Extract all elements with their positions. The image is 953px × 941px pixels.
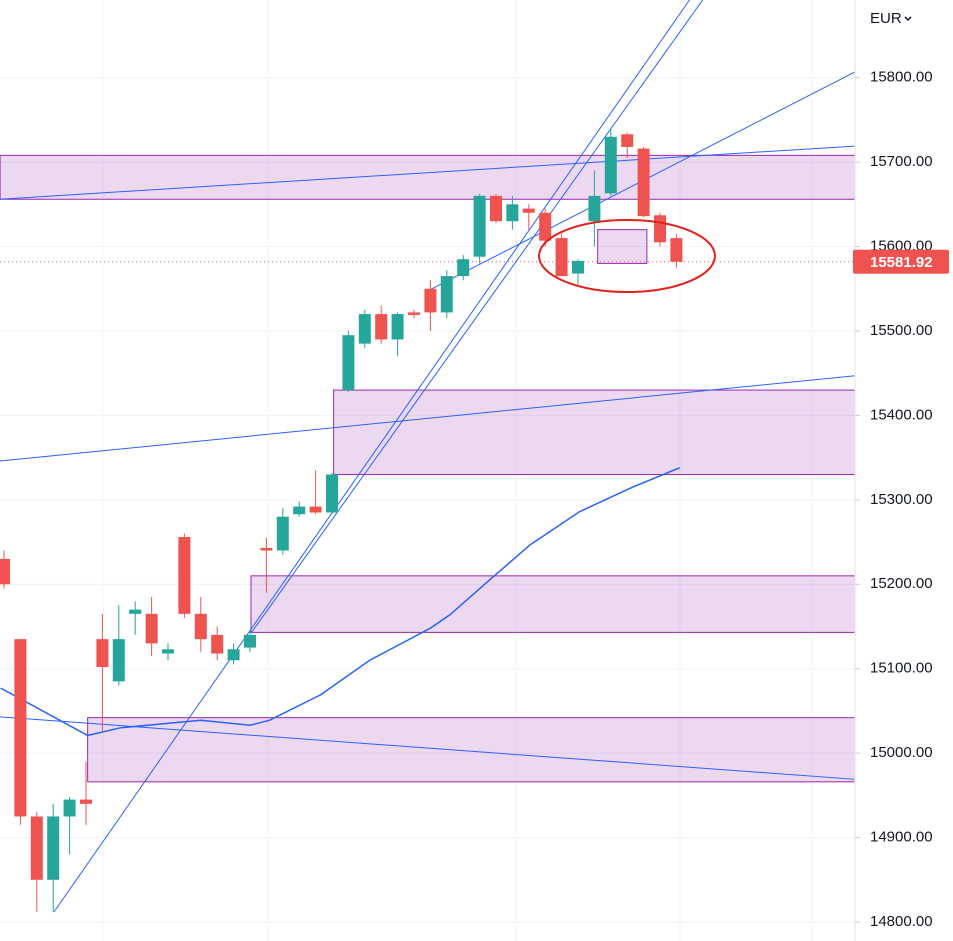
- candle-body: [326, 474, 338, 513]
- candle-body: [358, 314, 371, 344]
- currency-chevron[interactable]: [904, 16, 912, 22]
- zones: [0, 154, 856, 783]
- price-axis: 14800.00 14900.00 15000.00 15100.00 15200.00…: [853, 69, 949, 930]
- y-tick-label: 14800.00: [870, 913, 933, 930]
- candle-body: [227, 649, 240, 661]
- candle-body: [14, 639, 27, 817]
- candle-body: [145, 613, 158, 644]
- trend-line: [0, 145, 856, 200]
- moving-average: [0, 467, 680, 737]
- candle-body: [555, 238, 568, 277]
- candle-body: [260, 547, 273, 551]
- zone: [597, 229, 648, 264]
- candle-body: [539, 212, 552, 241]
- candle-body: [522, 208, 535, 213]
- zone: [87, 717, 856, 783]
- candle-body: [0, 558, 10, 585]
- candle-body: [342, 335, 355, 391]
- candle-body: [112, 639, 125, 682]
- candle-body: [621, 134, 634, 147]
- zone: [250, 575, 856, 633]
- candle-body: [162, 649, 174, 654]
- candle-body: [506, 204, 519, 222]
- y-tick-label: 15400.00: [870, 406, 933, 423]
- candle-body: [80, 799, 92, 804]
- grid: [0, 77, 855, 923]
- last-price-label: 15581.92: [870, 254, 933, 271]
- trend-line: [250, 0, 704, 634]
- y-tick-label: 15500.00: [870, 322, 933, 339]
- last-price-tag: [853, 249, 949, 274]
- candle-body: [440, 276, 453, 313]
- y-tick-label: 14900.00: [870, 829, 933, 846]
- candle-body: [293, 506, 306, 515]
- candle-body: [473, 195, 486, 257]
- y-tick-label: 15300.00: [870, 491, 933, 508]
- candle-body: [30, 816, 43, 880]
- highlight-ellipse: [538, 219, 716, 293]
- candle-body: [211, 634, 224, 654]
- candle-body: [654, 215, 666, 243]
- zone: [0, 154, 856, 200]
- candle-body: [637, 148, 650, 217]
- candle-body: [457, 259, 470, 277]
- drawings: [0, 0, 856, 913]
- candle-body: [391, 314, 404, 340]
- candles: [0, 128, 683, 912]
- trend-line: [53, 0, 690, 913]
- candle-body: [47, 816, 60, 880]
- candle-body: [129, 609, 142, 614]
- candle-body: [309, 506, 322, 513]
- candle-body: [276, 516, 289, 551]
- candle-body: [96, 639, 109, 668]
- candle-body: [178, 536, 191, 614]
- currency-label[interactable]: EUR: [870, 10, 902, 27]
- candle-body: [424, 288, 437, 313]
- y-tick-label: 15000.00: [870, 744, 933, 761]
- candle-body: [604, 136, 617, 194]
- y-tick-label: 15800.00: [870, 69, 933, 86]
- candle-body: [490, 195, 502, 222]
- y-tick-label: 15100.00: [870, 660, 933, 677]
- trend-line: [0, 716, 856, 780]
- candle-body: [63, 799, 76, 817]
- candle-body: [244, 634, 256, 648]
- trend-line: [0, 375, 856, 462]
- y-tick-label: 15700.00: [870, 153, 933, 170]
- candle-body: [588, 195, 601, 222]
- candle-body: [670, 238, 683, 262]
- candle-body: [194, 613, 207, 640]
- candle-body: [572, 260, 584, 274]
- y-tick-label: 15200.00: [870, 575, 933, 592]
- candle-body: [375, 314, 388, 340]
- zone: [333, 389, 856, 476]
- candle-body: [408, 312, 420, 315]
